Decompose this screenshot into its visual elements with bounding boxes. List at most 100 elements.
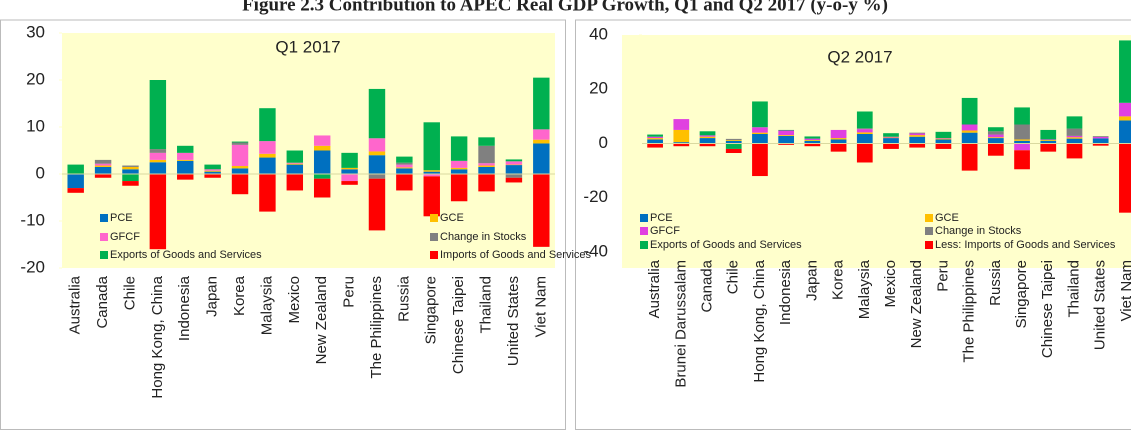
bar-segment — [725, 138, 742, 140]
bar-segment — [423, 174, 440, 177]
x-tick-label: Australia — [67, 275, 84, 334]
bar-segment — [1066, 116, 1083, 129]
x-tick-label: Japan — [204, 276, 221, 317]
bar-segment — [259, 141, 276, 154]
bar-segment — [231, 142, 249, 145]
bar-segment — [204, 169, 221, 171]
bar-segment — [1066, 138, 1083, 144]
bar-segment — [909, 132, 926, 134]
bar-segment — [67, 188, 84, 193]
bar-segment — [204, 171, 221, 174]
bar-segment — [423, 170, 440, 172]
chart-title: Q2 2017 — [827, 47, 892, 66]
bar-segment — [505, 174, 523, 178]
bar-segment — [883, 137, 899, 139]
bar-segment — [67, 174, 84, 189]
bar-segment — [204, 174, 221, 178]
bar-segment — [94, 166, 112, 174]
bar-segment — [505, 161, 523, 165]
legend-swatch — [100, 251, 108, 259]
bar-segment — [396, 168, 413, 174]
x-tick-label: Peru — [341, 276, 358, 308]
bar-segment — [725, 140, 742, 144]
legend-swatch — [430, 214, 438, 222]
bar-segment — [149, 159, 167, 163]
legend-swatch — [640, 241, 648, 249]
bar-segment — [804, 138, 821, 140]
y-tick-label: -20 — [583, 187, 608, 206]
bar-segment — [396, 162, 413, 165]
bar-segment — [778, 130, 795, 136]
bar-segment — [204, 170, 221, 172]
x-tick-label: Russia — [395, 275, 412, 322]
x-tick-label: Mexico — [286, 276, 303, 324]
bar-segment — [259, 108, 276, 142]
bar-segment — [149, 80, 167, 150]
bar-segment — [1040, 140, 1057, 144]
bar-segment — [673, 119, 690, 130]
bar-segment — [1040, 139, 1057, 141]
bar-segment — [856, 143, 873, 163]
bar-segment — [177, 145, 194, 153]
figure-title: Figure 2.3 Contribution to APEC Real GDP… — [242, 0, 888, 15]
legend-label: GFCF — [650, 225, 680, 237]
bar-segment — [313, 174, 331, 179]
bar-segment — [856, 129, 873, 133]
x-tick-label: Canada — [698, 259, 715, 312]
bar-segment — [313, 150, 331, 174]
y-tick-label: 10 — [26, 116, 45, 135]
bar-segment — [987, 134, 1004, 138]
bar-segment — [987, 138, 1004, 144]
bar-segment — [699, 143, 716, 147]
bar-segment — [673, 143, 690, 147]
bar-segment — [149, 162, 167, 174]
bar-segment — [423, 122, 440, 171]
x-tick-label: Hong Kong, China — [751, 259, 768, 382]
bar-segment — [396, 174, 413, 191]
bar-segment — [1092, 136, 1109, 139]
bar-segment — [505, 159, 523, 162]
bar-segment — [231, 168, 249, 174]
legend-label: PCE — [650, 212, 673, 224]
plot-area — [62, 33, 555, 268]
bar-segment — [286, 163, 304, 165]
legend-swatch — [100, 214, 108, 222]
legend-swatch — [430, 233, 438, 241]
bar-segment — [1119, 143, 1131, 213]
legend-label: Exports of Goods and Services — [650, 239, 802, 251]
bar-segment — [752, 127, 768, 133]
bar-segment — [961, 132, 978, 144]
bar-segment — [1092, 136, 1109, 137]
x-tick-label: Viet Nam — [1118, 260, 1131, 321]
bar-segment — [909, 143, 926, 148]
x-tick-label: Chile — [121, 276, 138, 310]
x-tick-label: New Zealand — [313, 276, 330, 364]
bar-segment — [752, 132, 768, 135]
bar-segment — [883, 138, 899, 144]
bar-segment — [423, 176, 440, 217]
legend-swatch — [430, 251, 438, 259]
bar-segment — [1119, 116, 1131, 121]
bar-segment — [341, 174, 358, 182]
bar-segment — [286, 164, 304, 174]
bar-segment — [94, 174, 112, 178]
bar-segment — [935, 131, 952, 139]
bar-segment — [987, 137, 1004, 139]
legend-label: Imports of Goods and Services — [440, 249, 592, 261]
bar-segment — [533, 143, 550, 174]
bar-segment — [1040, 129, 1057, 140]
bar-segment — [396, 164, 413, 168]
bar-segment — [94, 165, 112, 167]
bar-segment — [1014, 143, 1030, 151]
x-tick-label: New Zealand — [908, 260, 925, 348]
bar-segment — [478, 174, 495, 192]
x-tick-label: Korea — [231, 275, 248, 316]
legend-swatch — [640, 227, 648, 235]
bar-segment — [259, 153, 276, 158]
bar-segment — [752, 101, 768, 128]
bar-segment — [204, 164, 221, 170]
bar-segment — [961, 143, 978, 171]
bar-segment — [1014, 107, 1030, 125]
bar-segment — [804, 140, 821, 144]
bar-segment — [856, 128, 873, 130]
